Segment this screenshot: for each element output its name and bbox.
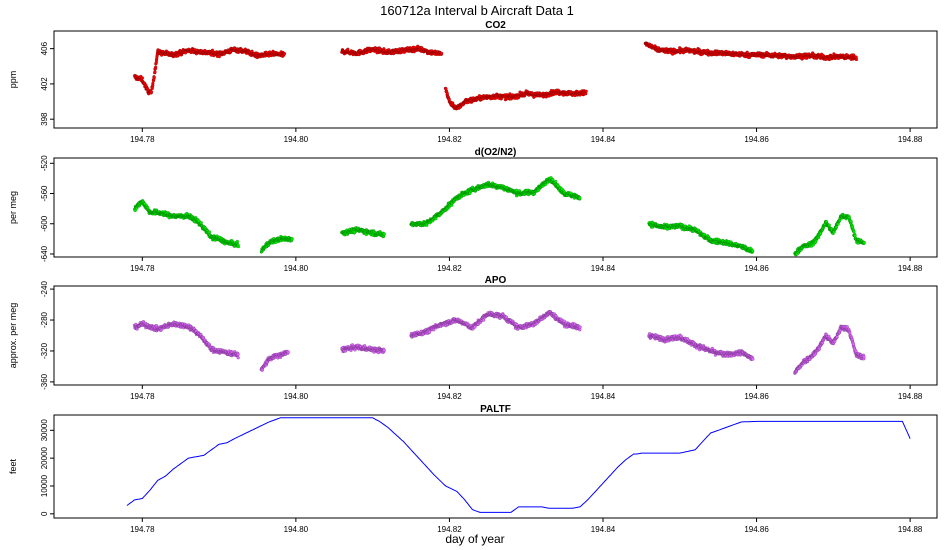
co2-data-point — [153, 70, 157, 74]
co2-data-point — [439, 51, 444, 56]
co2-data-point — [151, 81, 155, 86]
o2n2-x-tick-label: 194.80 — [284, 264, 309, 273]
apo-x-tick-label: 194.88 — [898, 392, 923, 401]
o2n2-data-point — [236, 244, 241, 249]
apo-x-tick-label: 194.86 — [744, 392, 769, 401]
o2n2-segment-6 — [793, 212, 866, 257]
o2n2-data-point — [834, 225, 839, 229]
co2-data-point — [140, 76, 145, 80]
o2n2-data-point — [751, 249, 755, 253]
o2n2-data-point — [235, 239, 240, 244]
co2-x-tick-label: 194.86 — [744, 135, 769, 144]
co2-y-axis-label: ppm — [8, 71, 18, 89]
o2n2-data-point — [290, 237, 294, 241]
co2-data-point — [152, 75, 156, 80]
apo-data-point — [236, 356, 240, 360]
co2-y-tick-label: 402 — [40, 77, 49, 91]
panel-apo: APO 194.78 194.80 194.82 194.84 194.86 194.88 -… — [8, 275, 938, 401]
apo-segment-2 — [259, 349, 290, 372]
apo-y-tick-label: -240 — [40, 281, 49, 298]
apo-y-axis-label: approx. per meg — [8, 303, 18, 369]
apo-x-tick-label: 194.82 — [437, 392, 462, 401]
co2-data-point — [584, 89, 588, 93]
co2-data-point — [153, 65, 158, 69]
co2-panel-title: CO2 — [485, 20, 506, 31]
apo-y-tick-label: -320 — [40, 342, 49, 359]
apo-x-tick-label: 194.78 — [130, 392, 155, 401]
o2n2-x-tick-label: 194.84 — [591, 264, 616, 273]
co2-y-tick-label: 406 — [40, 41, 49, 55]
o2n2-segment-4 — [409, 176, 582, 228]
panel-o2n2: d(O2/N2) 194.78 194.80 194.82 194.84 194.86 19… — [8, 147, 938, 273]
co2-x-tick-label: 194.88 — [898, 135, 923, 144]
o2n2-data-point — [862, 240, 866, 245]
apo-data-point — [382, 348, 386, 352]
o2n2-y-tick-label: -520 — [40, 155, 49, 172]
o2n2-data-point — [852, 230, 856, 234]
co2-segment-2 — [340, 44, 444, 57]
co2-y-tick-label: 398 — [40, 112, 49, 126]
co2-data-point — [346, 47, 350, 51]
o2n2-data-point — [199, 221, 203, 225]
o2n2-data-point — [849, 219, 853, 224]
o2n2-data-point — [551, 177, 555, 182]
o2n2-segment-1 — [133, 199, 241, 249]
co2-x-tick-label: 194.84 — [591, 135, 616, 144]
o2n2-y-tick-label: -600 — [40, 215, 49, 232]
o2n2-data-point — [827, 223, 831, 227]
apo-y-tick-label: -280 — [40, 311, 49, 328]
co2-plot-frame — [53, 30, 938, 129]
o2n2-segment-5 — [647, 220, 755, 254]
co2-data-point — [250, 49, 254, 53]
co2-data-point — [282, 52, 287, 56]
apo-data-point — [286, 350, 290, 354]
apo-segment-1 — [132, 319, 240, 360]
o2n2-x-tick-label: 194.86 — [744, 264, 769, 273]
o2n2-x-tick-label: 194.78 — [130, 264, 155, 273]
apo-x-tick-label: 194.84 — [591, 392, 616, 401]
o2n2-data-point — [847, 215, 852, 220]
o2n2-plot-frame — [53, 157, 938, 258]
o2n2-panel-title: d(O2/N2) — [475, 147, 517, 158]
apo-plot-frame — [53, 285, 938, 386]
apo-data-point — [236, 352, 240, 357]
o2n2-y-tick-label: -640 — [40, 245, 49, 262]
co2-x-tick-label: 194.82 — [437, 135, 462, 144]
o2n2-segment-3 — [340, 226, 386, 239]
o2n2-data-point — [553, 179, 558, 184]
o2n2-segment-2 — [259, 234, 294, 254]
o2n2-data-point — [382, 232, 386, 236]
o2n2-x-tick-label: 194.88 — [898, 264, 923, 273]
co2-segment-3 — [443, 86, 588, 111]
o2n2-y-tick-label: -560 — [40, 185, 49, 202]
apo-x-tick-label: 194.80 — [284, 392, 309, 401]
co2-x-tick-label: 194.78 — [130, 135, 155, 144]
co2-data-point — [854, 57, 859, 62]
co2-x-tick-label: 194.80 — [284, 135, 309, 144]
apo-segment-4 — [409, 309, 582, 339]
co2-segment-4 — [643, 41, 859, 62]
co2-data-point — [149, 90, 154, 94]
panel-co2: CO2 194.78 194.80 194.82 194.84 194.86 194.88 3… — [8, 20, 938, 144]
co2-segment-1 — [133, 46, 287, 96]
apo-y-tick-label: -360 — [40, 373, 49, 390]
o2n2-data-point — [578, 196, 582, 200]
apo-segment-3 — [340, 343, 386, 355]
figure-title: 160712a Interval b Aircraft Data 1 — [380, 3, 574, 18]
apo-panel-title: APO — [485, 275, 507, 286]
o2n2-y-axis-label: per meg — [8, 191, 18, 224]
o2n2-x-tick-label: 194.82 — [437, 264, 462, 273]
o2n2-data-point — [207, 230, 212, 234]
